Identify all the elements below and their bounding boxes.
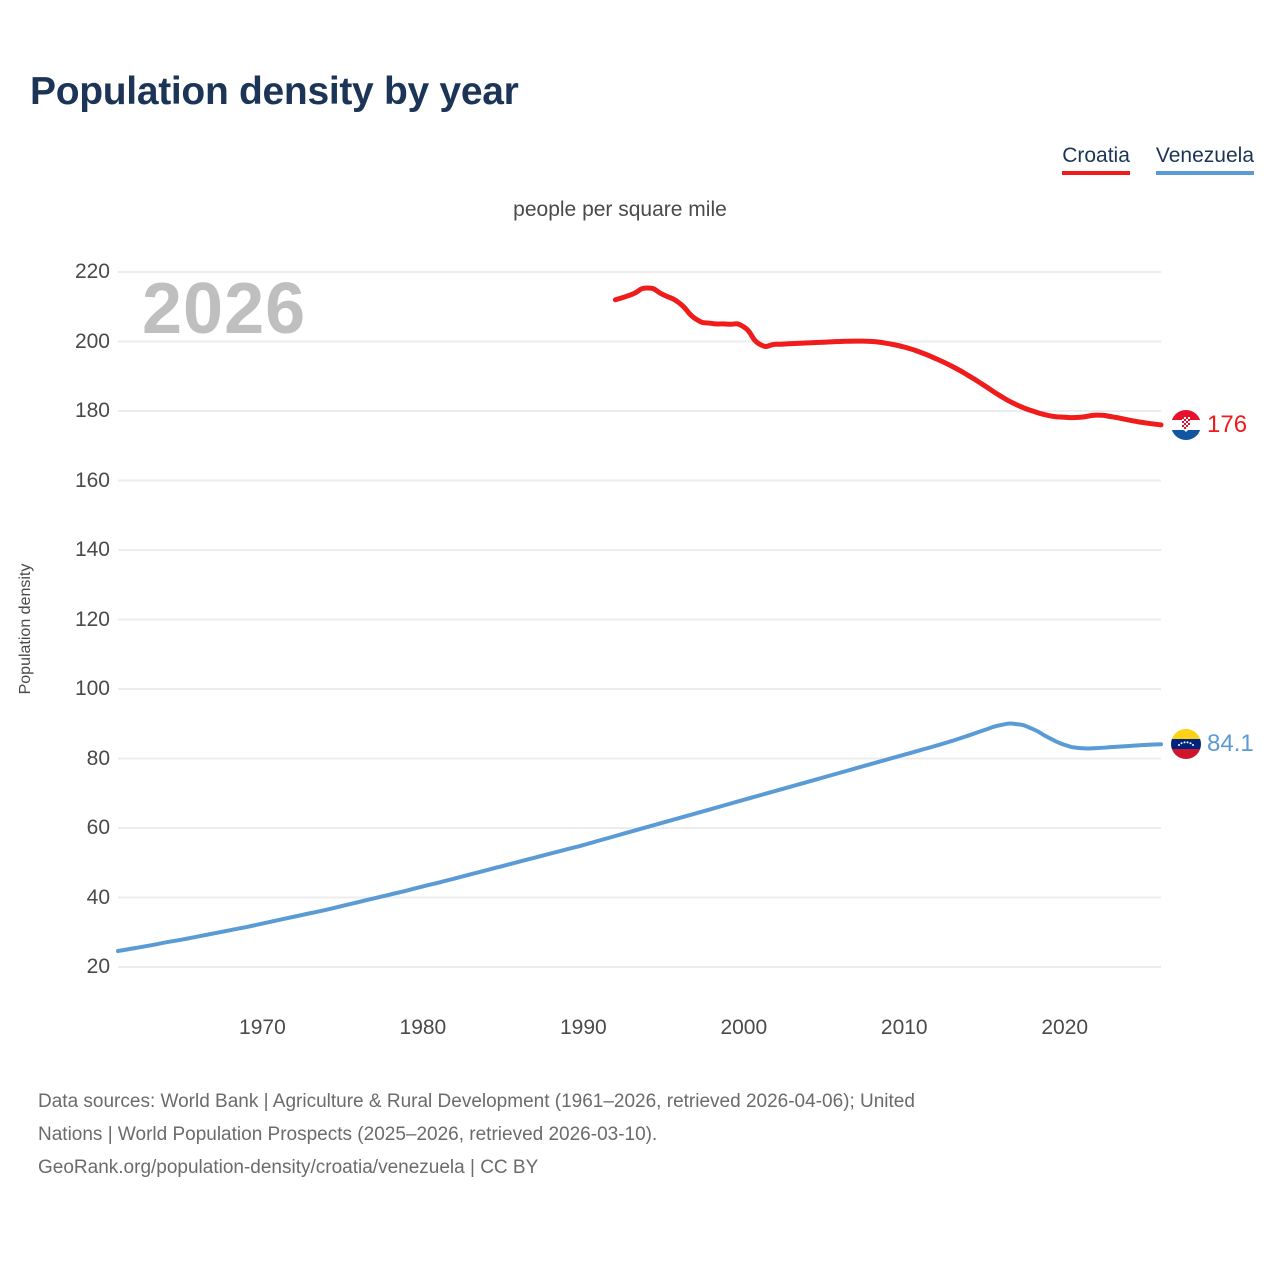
y-axis-tick-label: 140 [74, 538, 110, 561]
footer-line-3: GeoRank.org/population-density/croatia/v… [38, 1157, 539, 1178]
y-axis-tick-label: 40 [86, 885, 110, 909]
x-axis-tick-label: 2000 [720, 1016, 768, 1039]
series-line-venezuela [116, 721, 1163, 954]
y-axis-tick-label: 80 [86, 746, 110, 770]
y-axis-tick-label: 60 [86, 816, 110, 839]
x-axis-tick-label: 2010 [880, 1016, 928, 1039]
venezuela-endpoint: 84.1 [1171, 729, 1254, 760]
legend-label-venezuela: Venezuela [1155, 144, 1254, 167]
y-axis-tick-label: 20 [86, 955, 110, 978]
chart-subtitle: people per square mile [513, 198, 727, 221]
croatia-flag-icon [1171, 409, 1201, 440]
legend-item-venezuela[interactable]: Venezuela [1155, 144, 1254, 175]
x-axis-tick-label: 1980 [399, 1016, 447, 1039]
x-axis-tick-label: 2020 [1041, 1016, 1089, 1039]
footer-line-1: Data sources: World Bank | Agriculture &… [38, 1091, 915, 1112]
chart-legend: Croatia Venezuela [1062, 144, 1254, 175]
croatia-endpoint-value: 176 [1207, 410, 1248, 438]
y-axis-tick-label: 160 [74, 468, 110, 492]
y-axis-tick-label: 200 [74, 329, 110, 353]
legend-label-croatia: Croatia [1062, 144, 1130, 167]
page-title: Population density by year [30, 70, 519, 113]
legend-color-swatch-venezuela [1155, 171, 1254, 175]
legend-item-croatia[interactable]: Croatia [1062, 144, 1130, 175]
footer-line-2: Nations | World Population Prospects (20… [38, 1124, 658, 1145]
croatia-endpoint: 176 [1171, 409, 1248, 440]
y-axis-tick-label: 100 [74, 677, 110, 700]
y-axis-title: Population density [17, 563, 34, 695]
series-line-croatia [612, 285, 1164, 428]
y-axis-tick-label: 180 [74, 399, 110, 422]
footer-sources: Data sources: World Bank | Agriculture &… [38, 1085, 1258, 1184]
y-axis-tick-label: 120 [74, 607, 110, 631]
x-axis-tick-label: 1970 [239, 1016, 286, 1039]
venezuela-flag-icon [1171, 729, 1201, 760]
year-watermark: 2026 [142, 269, 307, 349]
venezuela-endpoint-value: 84.1 [1207, 730, 1254, 758]
y-axis-tick-label: 220 [74, 260, 110, 283]
x-axis-tick-label: 1990 [559, 1016, 607, 1039]
legend-color-swatch-croatia [1062, 171, 1130, 175]
